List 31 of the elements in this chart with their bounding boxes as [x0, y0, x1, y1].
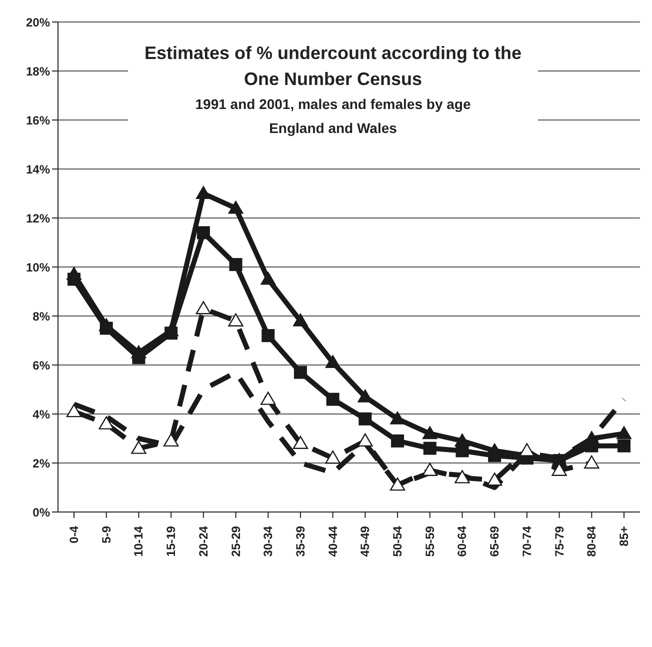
x-tick-label: 45-49 — [358, 526, 372, 557]
x-tick-label: 10-14 — [132, 526, 146, 557]
x-tick-label: 0-4 — [67, 526, 81, 544]
y-tick-label: 12% — [26, 211, 50, 226]
x-tick-label: 5-9 — [99, 526, 114, 544]
x-tick-label: 20-24 — [196, 526, 210, 557]
x-tick-label: 15-19 — [164, 526, 178, 557]
y-tick-label: 0% — [32, 505, 50, 520]
x-tick-label: 70-74 — [520, 526, 534, 557]
x-tick-label: 35-39 — [293, 526, 308, 557]
text: 1991 and 2001, males and females by age England and Wales — [194, 95, 472, 138]
y-tick-label: 18% — [26, 64, 50, 78]
y-tick-label: 10% — [26, 260, 50, 274]
x-tick-label: 25-29 — [228, 526, 243, 557]
y-tick-label: 20% — [26, 15, 50, 30]
y-tick-label: 8% — [32, 309, 50, 324]
y-tick-label: 14% — [26, 162, 50, 176]
x-tick-label: 75-79 — [552, 526, 566, 557]
text: Estimates of % undercount according to the One Number Census — [143, 42, 523, 91]
x-tick-label: 60-64 — [455, 526, 470, 557]
y-tick-label: 2% — [32, 456, 50, 470]
x-tick-label: 65-69 — [488, 526, 502, 557]
y-tick-label: 6% — [32, 358, 50, 372]
x-tick-label: 80-84 — [584, 526, 599, 557]
x-tick-label: 55-59 — [422, 526, 437, 557]
x-tick-label: 30-34 — [261, 526, 276, 557]
y-tick-label: 4% — [32, 407, 50, 422]
x-tick-label: 85+ — [617, 526, 631, 546]
y-tick-label: 16% — [26, 113, 50, 128]
x-tick-label: 40-44 — [326, 526, 340, 557]
x-tick-label: 50-54 — [390, 526, 405, 557]
